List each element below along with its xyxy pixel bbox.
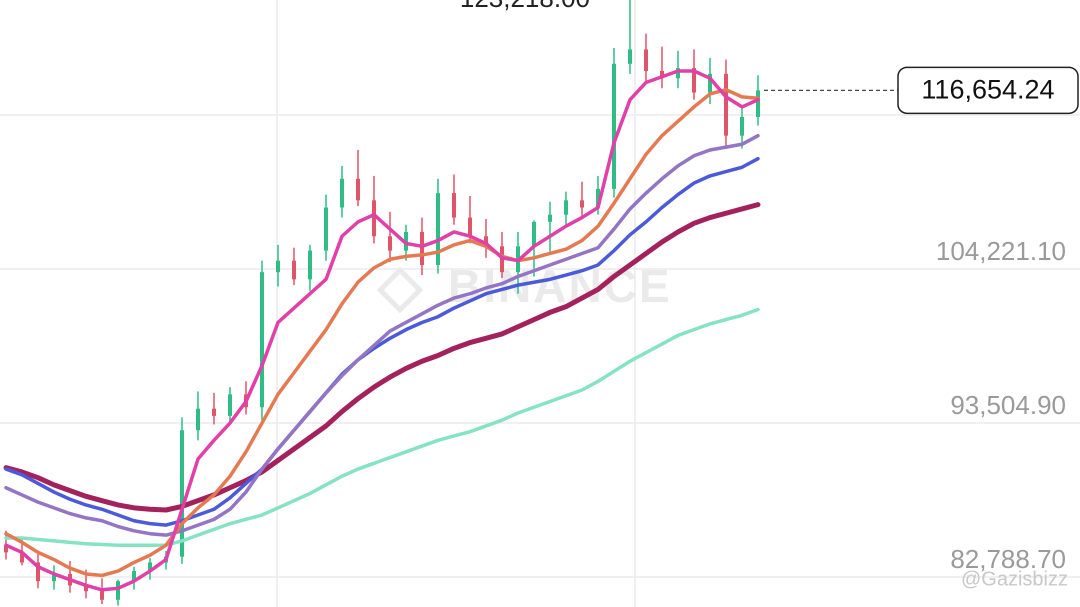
- candle-body: [420, 231, 424, 265]
- candle-body: [724, 73, 728, 136]
- candle-body: [84, 585, 88, 592]
- candle-body: [452, 193, 456, 218]
- candle-body: [660, 70, 664, 79]
- candle-body: [612, 63, 616, 189]
- candle-body: [132, 571, 136, 582]
- candle-body: [436, 193, 440, 265]
- candle-body: [4, 545, 8, 553]
- moving-average-line: [4, 133, 760, 537]
- candle-body: [484, 236, 488, 247]
- candle-body: [116, 581, 120, 600]
- candle-body: [740, 116, 744, 136]
- watermark-text: BINANCE: [448, 260, 672, 312]
- candle-body: [148, 562, 152, 572]
- candle-body: [692, 68, 696, 93]
- candle-body: [20, 552, 24, 563]
- candle-body: [548, 214, 552, 222]
- candle-body: [340, 178, 344, 208]
- candle-body: [212, 408, 216, 416]
- candle-body: [36, 562, 40, 582]
- candle-body: [372, 200, 376, 237]
- candle-body: [564, 200, 568, 215]
- candle-body: [308, 250, 312, 280]
- candle-body: [228, 394, 232, 416]
- candle-body: [580, 200, 584, 208]
- candle-body: [532, 221, 536, 247]
- candle-body: [708, 73, 712, 93]
- y-tick-label: 104,221.10: [936, 236, 1066, 266]
- candle-body: [292, 260, 296, 280]
- y-tick-label: 93,504.90: [950, 390, 1066, 420]
- candle-body: [276, 260, 280, 273]
- candle-body: [180, 430, 184, 557]
- moving-average-line: [4, 307, 760, 547]
- candle-body: [196, 408, 200, 431]
- candle-body: [260, 272, 264, 408]
- credit: @Gazisbizz: [961, 568, 1068, 590]
- candle-body: [596, 188, 600, 208]
- candle-body: [756, 90, 760, 117]
- moving-average-line: [4, 156, 760, 527]
- candle-body: [100, 591, 104, 600]
- peak-label: 123,218.00: [460, 0, 590, 13]
- candle-body: [388, 236, 392, 251]
- last-price-label: 116,654.24: [921, 74, 1054, 104]
- candle-body: [468, 217, 472, 237]
- moving-average-line: [4, 69, 760, 592]
- candle-body: [676, 68, 680, 79]
- moving-average-line: [4, 87, 760, 578]
- candle-body: [324, 207, 328, 251]
- y-tick-label: 82,788.70: [950, 544, 1066, 574]
- candle-body: [52, 573, 56, 582]
- candle-body: [628, 49, 632, 64]
- candle-body: [644, 49, 648, 71]
- watermark-logo: [376, 266, 424, 314]
- candle-body: [356, 178, 360, 201]
- last-price-box: [897, 66, 1079, 115]
- moving-average-line: [3, 202, 761, 513]
